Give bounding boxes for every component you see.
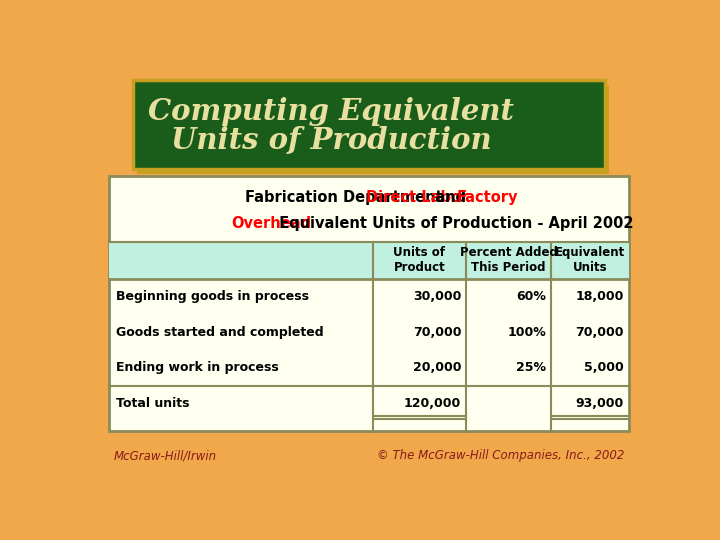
Text: Units of Production: Units of Production [171, 126, 492, 155]
Text: Computing Equivalent: Computing Equivalent [148, 97, 514, 126]
Text: Percent Added
This Period: Percent Added This Period [459, 246, 557, 274]
Text: 30,000: 30,000 [413, 290, 462, 303]
Text: Factory: Factory [456, 190, 518, 205]
Bar [137, 85, 609, 174]
Text: © The McGraw-Hill Companies, Inc., 2002: © The McGraw-Hill Companies, Inc., 2002 [377, 449, 625, 462]
Text: and: and [430, 190, 471, 205]
Text: 5,000: 5,000 [584, 361, 624, 374]
Bar [109, 242, 629, 279]
Text: Equivalent Units of Production - April 2002: Equivalent Units of Production - April 2… [274, 216, 634, 231]
Text: 60%: 60% [517, 290, 546, 303]
Text: 18,000: 18,000 [575, 290, 624, 303]
Text: Overhead: Overhead [231, 216, 312, 231]
Text: Fabrication Department: Fabrication Department [245, 190, 448, 205]
Text: McGraw-Hill/Irwin: McGraw-Hill/Irwin [113, 449, 217, 462]
Text: 120,000: 120,000 [404, 397, 462, 410]
Text: 93,000: 93,000 [576, 397, 624, 410]
Text: Equivalent
Units: Equivalent Units [554, 246, 625, 274]
Text: Units of
Product: Units of Product [393, 246, 446, 274]
Text: Beginning goods in process: Beginning goods in process [116, 290, 309, 303]
Text: 70,000: 70,000 [575, 326, 624, 339]
Text: 100%: 100% [508, 326, 546, 339]
Text: 70,000: 70,000 [413, 326, 462, 339]
Bar [132, 80, 606, 168]
Bar [109, 177, 629, 430]
Text: 20,000: 20,000 [413, 361, 462, 374]
Text: Ending work in process: Ending work in process [116, 361, 279, 374]
Text: 25%: 25% [516, 361, 546, 374]
Text: Goods started and completed: Goods started and completed [116, 326, 323, 339]
Text: Total units: Total units [116, 397, 189, 410]
Text: Direct Labor: Direct Labor [366, 190, 469, 205]
